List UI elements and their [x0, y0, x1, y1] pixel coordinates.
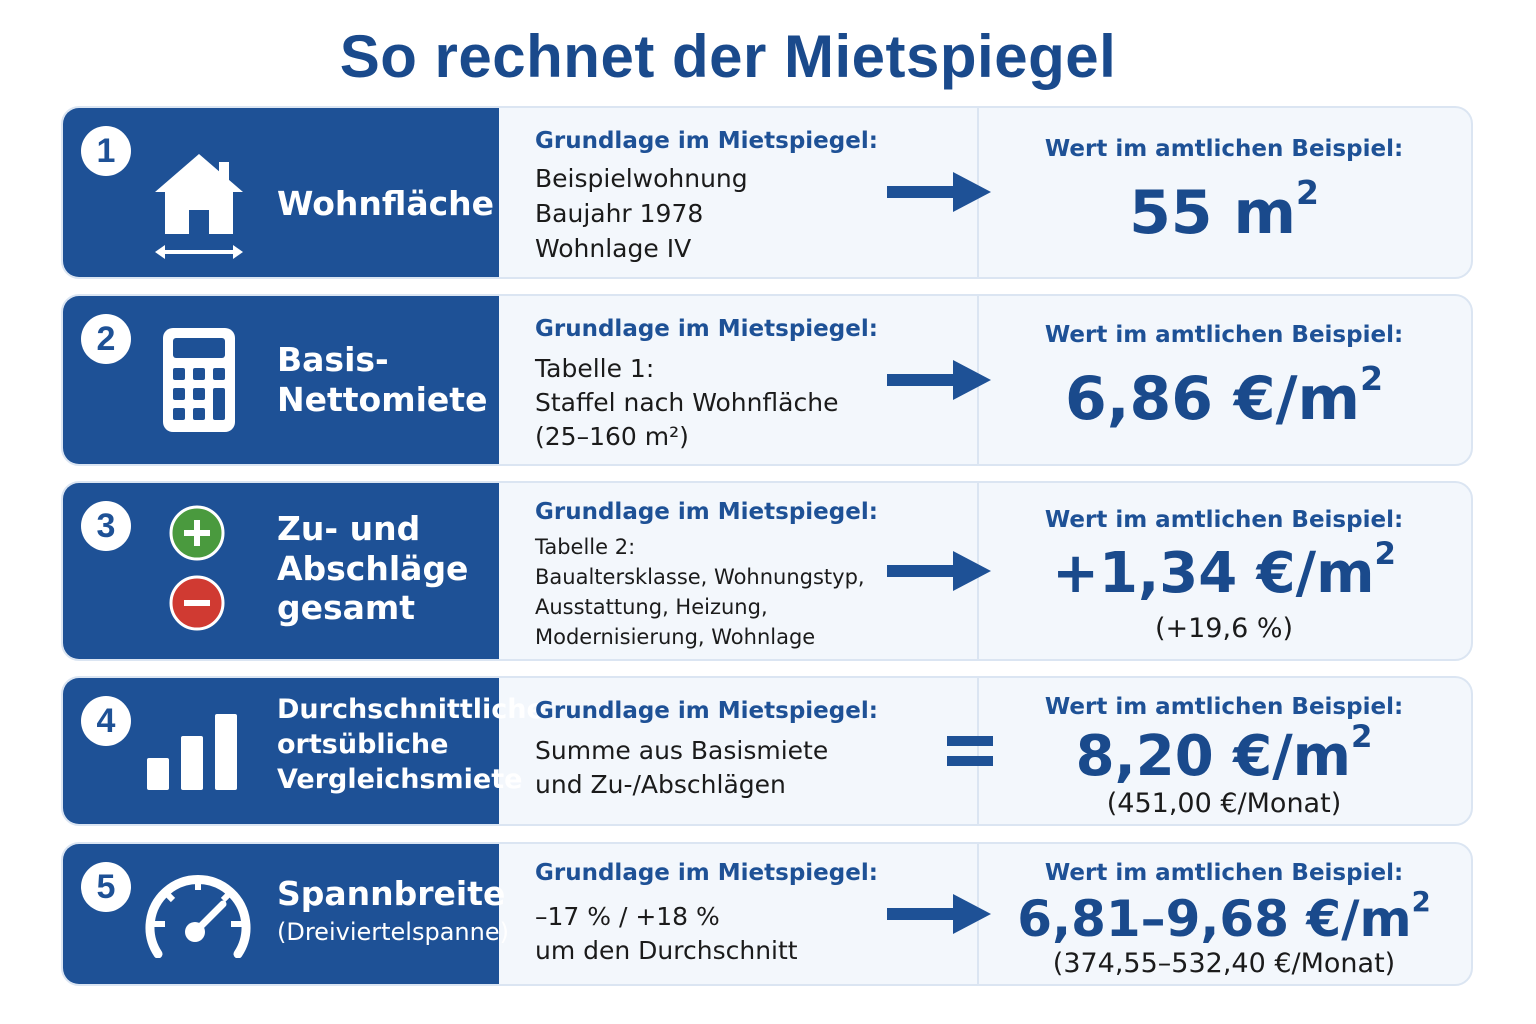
step-3-value-main: +1,34 €/m2 [1052, 536, 1396, 606]
step-3-basis-line: Ausstattung, Heizung, [535, 595, 768, 619]
step-3-basis: Grundlage im Mietspiegel: Tabelle 2: Bau… [499, 483, 991, 659]
step-1-value: Wert im amtlichen Beispiel: 55 m2 [977, 108, 1471, 277]
step-4-basis-line: Summe aus Basismiete [535, 736, 829, 765]
step-3-value: Wert im amtlichen Beispiel: +1,34 €/m2 (… [977, 483, 1471, 659]
arrow-right-icon [887, 172, 991, 212]
house-area-icon [155, 154, 243, 259]
step-2-basis-line: (25–160 m²) [535, 422, 689, 451]
step-5-basis-heading: Grundlage im Mietspiegel: [535, 860, 878, 886]
step-4-label: Durchschnittliche ortsübliche Vergleichs… [277, 694, 545, 796]
step-2-value: Wert im amtlichen Beispiel: 6,86 €/m2 [977, 296, 1471, 464]
plus-minus-icon [169, 505, 225, 631]
step-3-basis-heading: Grundlage im Mietspiegel: [535, 499, 878, 525]
step-1-label-panel: 1 Wohnfläche [63, 108, 499, 277]
step-3-label-panel: 3 Zu- und Abschläge gesamt [63, 483, 499, 659]
step-4-basis-heading: Grundlage im Mietspiegel: [535, 698, 878, 724]
step-2-value-main: 6,86 €/m2 [1064, 359, 1384, 434]
step-3-value-sub: (+19,6 %) [1154, 613, 1294, 644]
step-4-value-heading: Wert im amtlichen Beispiel: [1044, 694, 1404, 720]
speedometer-icon [145, 874, 251, 958]
step-1-number: 1 [81, 126, 131, 176]
step-5-value-heading: Wert im amtlichen Beispiel: [1044, 860, 1404, 886]
step-row-3: 3 Zu- und Abschläge gesamt Grundlage im … [61, 481, 1473, 661]
step-2-number: 2 [81, 314, 131, 364]
step-row-4: 4 Durchschnittliche ortsübliche Vergleic… [61, 676, 1473, 826]
step-1-basis-line: Wohnlage IV [535, 234, 692, 263]
step-5-value-sub: (374,55–532,40 €/Monat) [1052, 948, 1396, 979]
step-4-basis-line: und Zu-/Abschlägen [535, 770, 786, 799]
calculator-icon [163, 328, 235, 432]
step-4-value-sub: (451,00 €/Monat) [1106, 788, 1342, 819]
step-1-basis-line: Beispielwohnung [535, 164, 748, 193]
step-4-value-main: 8,20 €/m2 [1075, 719, 1373, 789]
step-5-number: 5 [81, 862, 131, 912]
step-5-basis-line: –17 % / +18 % [535, 902, 720, 931]
step-2-basis: Grundlage im Mietspiegel: Tabelle 1: Sta… [499, 296, 991, 464]
step-4-number: 4 [81, 696, 131, 746]
step-1-value-heading: Wert im amtlichen Beispiel: [1044, 136, 1404, 162]
bar-chart-icon [147, 714, 237, 790]
step-5-value-main: 6,81–9,68 €/m2 [1017, 885, 1431, 948]
step-5-label: Spannbreite (Dreiviertelspanne) [277, 874, 509, 946]
step-2-basis-line: Staffel nach Wohnfläche [535, 388, 839, 417]
step-5-value: Wert im amtlichen Beispiel: 6,81–9,68 €/… [977, 844, 1471, 984]
step-row-1: 1 Wohnfläche Grundlage im Mietspiegel: B… [61, 106, 1473, 279]
step-1-label: Wohnfläche [277, 184, 495, 223]
step-3-basis-line: Modernisierung, Wohnlage [535, 625, 816, 649]
page-title: So rechnet der Mietspiegel [339, 23, 1117, 90]
step-4-label-panel: 4 Durchschnittliche ortsübliche Vergleic… [63, 678, 545, 824]
step-5-basis-line: um den Durchschnitt [535, 936, 798, 965]
arrow-right-icon [887, 894, 991, 934]
step-3-number: 3 [81, 501, 131, 551]
equals-icon [947, 736, 993, 766]
step-2-basis-heading: Grundlage im Mietspiegel: [535, 316, 878, 342]
step-row-5: 5 Spannbreite (Dreiviertelspanne) Grundl… [61, 842, 1473, 986]
step-4-value: Wert im amtlichen Beispiel: 8,20 €/m2 (4… [977, 678, 1471, 824]
step-4-basis: Grundlage im Mietspiegel: Summe aus Basi… [499, 678, 993, 824]
step-2-label: Basis- Nettomiete [277, 340, 488, 419]
step-2-label-panel: 2 Basis- Nettomiete [63, 296, 499, 464]
step-3-basis-line: Tabelle 2: [535, 535, 636, 559]
step-1-basis-line: Baujahr 1978 [535, 199, 704, 228]
step-3-value-heading: Wert im amtlichen Beispiel: [1044, 507, 1404, 533]
arrow-right-icon [887, 360, 991, 400]
step-1-value-main: 55 m2 [1129, 173, 1319, 248]
step-3-basis-line: Baualtersklasse, Wohnungstyp, [535, 565, 865, 589]
step-5-label-panel: 5 Spannbreite (Dreiviertelspanne) [63, 844, 509, 984]
step-3-label: Zu- und Abschläge gesamt [277, 509, 469, 628]
step-2-basis-line: Tabelle 1: [535, 354, 655, 383]
arrow-right-icon [887, 551, 991, 591]
step-row-2: 2 Basis- Nettomiete Grundlage im Mietspi… [61, 294, 1473, 466]
step-2-value-heading: Wert im amtlichen Beispiel: [1044, 322, 1404, 348]
step-5-basis: Grundlage im Mietspiegel: –17 % / +18 % … [499, 844, 991, 984]
step-1-basis-heading: Grundlage im Mietspiegel: [535, 128, 878, 154]
step-1-basis: Grundlage im Mietspiegel: Beispielwohnun… [499, 108, 991, 277]
